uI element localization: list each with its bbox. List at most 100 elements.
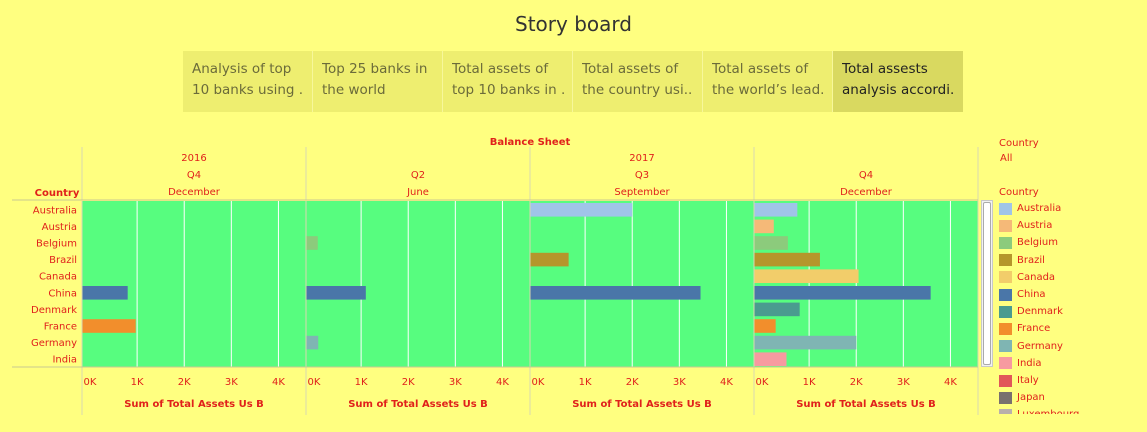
balance-sheet-chart: Balance Sheet Country 2016 2017 Q4 December 0K… [12,137,979,415]
row-label-france: France [44,322,77,333]
bar-china [306,286,366,300]
plot-area [82,201,306,367]
bar-france [82,319,136,333]
x-tick-label: 1K [355,377,368,388]
legend-item-italy[interactable]: Italy [999,374,1039,387]
legend-label: Belgium [1017,237,1058,249]
x-tick-label: 0K [532,377,545,388]
legend-item-canada[interactable]: Canada [999,271,1055,284]
story-tab-label: Top 25 banks in [322,61,428,77]
legend-label: India [1017,357,1042,369]
story-tab-2[interactable]: Top 25 banks in the world [313,51,443,112]
story-tab-label: the world’s lead.. [712,82,824,98]
x-tick-label: 3K [225,377,238,388]
row-label-austria: Austria [42,222,77,233]
x-axis-title: Sum of Total Assets Us B [572,399,712,410]
bar-india [754,352,787,366]
legend-item-denmark[interactable]: Denmark [999,305,1063,318]
legend-item-china[interactable]: China [999,288,1046,301]
row-label-belgium: Belgium [36,239,77,250]
row-label-australia: Australia [33,205,77,216]
legend-swatch [999,340,1012,353]
story-tab-label: the world [322,82,386,98]
legend-label: Italy [1017,375,1039,386]
story-tab-label: Analysis of top [192,61,292,77]
story-tab-label: Total assets of [582,61,679,77]
country-filter-value[interactable]: All [1000,153,1013,164]
legend-item-australia[interactable]: Australia [999,202,1061,215]
chart-title: Balance Sheet [490,137,571,148]
legend-label: Germany [1017,340,1063,352]
story-tab-label: Total assets of [452,61,549,77]
legend-label: China [1017,289,1046,300]
legend-swatch [999,408,1012,414]
page-title: Story board [515,12,632,36]
row-label-india: India [52,355,77,366]
month-header: December [168,187,221,198]
story-tab-4[interactable]: Total assets of the country usi.. [573,51,703,112]
row-label-germany: Germany [31,338,77,349]
legend-label: Australia [1017,203,1062,214]
x-tick-label: 1K [803,377,816,388]
legend-swatch [999,219,1012,232]
x-axis-title: Sum of Total Assets Us B [796,399,936,410]
story-tab-1[interactable]: Analysis of top 10 banks using .. [183,51,313,112]
x-axis-title: Sum of Total Assets Us B [348,399,488,410]
legend-swatch [999,288,1012,301]
legend-title: Country [999,187,1039,198]
row-label-denmark: Denmark [31,305,77,316]
x-tick-label: 3K [673,377,686,388]
bar-china [530,286,701,300]
bar-denmark [754,302,800,317]
legend-swatch [999,374,1012,387]
story-tab-label: analysis accordi.. [842,82,955,98]
legend-item-india[interactable]: India [999,357,1042,370]
bar-austria [754,219,774,234]
story-tab-5[interactable]: Total assets of the world’s lead.. [703,51,833,112]
legend-swatch [999,357,1012,370]
quarter-header: Q2 [411,170,425,181]
row-label-canada: Canada [39,272,77,283]
quarter-header: Q3 [635,170,649,181]
month-header: December [840,187,893,198]
bar-france [754,319,776,333]
legend-swatch [999,322,1012,335]
x-tick-label: 0K [756,377,769,388]
legend-item-luxembourg[interactable]: Luxembourg [999,408,1079,414]
row-label-china: China [48,288,77,299]
x-tick-label: 2K [626,377,639,388]
legend-swatch [999,254,1012,267]
legend-swatch [999,305,1012,318]
story-tab-3[interactable]: Total assets of top 10 banks in .. [443,51,573,112]
bar-australia [754,203,798,217]
x-tick-label: 2K [402,377,415,388]
bar-brazil [530,252,569,267]
story-tabs: Analysis of top 10 banks using .. Top 25 b… [183,51,963,112]
legend-swatch [999,202,1012,215]
chart-scrollbar[interactable] [981,200,993,367]
legend-item-belgium[interactable]: Belgium [999,236,1058,249]
quarter-header: Q4 [859,170,873,181]
legend-item-austria[interactable]: Austria [999,219,1052,232]
x-tick-label: 1K [131,377,144,388]
x-tick-label: 4K [720,377,733,388]
legend-panel: Country All Country Australia Austria Belg… [999,138,1139,414]
bar-belgium [754,236,788,250]
plot-area [306,201,530,367]
legend-item-japan[interactable]: Japan [999,391,1045,404]
x-tick-label: 2K [850,377,863,388]
x-tick-label: 3K [897,377,910,388]
bar-germany [754,335,857,350]
row-header: Country [35,188,80,199]
legend-item-france[interactable]: France [999,322,1050,335]
legend-item-brazil[interactable]: Brazil [999,254,1045,267]
legend-label: France [1017,323,1051,335]
story-tab-label: Total assets of [712,61,809,77]
year-header: 2016 [181,153,206,164]
story-tab-6[interactable]: Total assests analysis accordi.. [833,51,963,112]
x-tick-label: 4K [944,377,957,388]
legend-item-germany[interactable]: Germany [999,340,1063,353]
chart-scrollbar-thumb[interactable] [983,202,991,365]
year-header: 2017 [629,153,654,164]
row-label-brazil: Brazil [49,255,77,266]
